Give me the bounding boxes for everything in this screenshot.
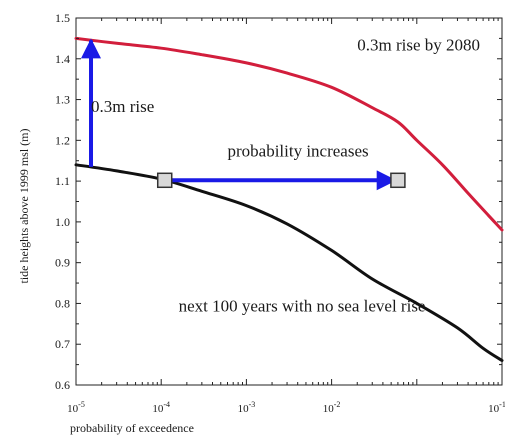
x-axis-ticks: 10-5 10-4 10-3 10-2 10-1	[67, 18, 505, 415]
y-axis-ticks: 0.6 0.7 0.8 0.9 1.0 1.1 1.2 1.3 1.4 1.5	[55, 11, 502, 392]
y-tick-label: 1.3	[55, 93, 70, 107]
markers	[156, 172, 406, 189]
square-marker-2	[390, 172, 406, 189]
square-marker-1	[156, 172, 173, 189]
x-tick-label: 10-3	[238, 400, 256, 415]
y-tick-label: 0.7	[55, 337, 70, 351]
x-tick-label: 10-4	[152, 400, 170, 415]
y-axis-label: tide heights above 1999 msl (m)	[17, 129, 31, 284]
y-tick-label: 1.0	[55, 215, 70, 229]
annotation-text-3: probability increases	[227, 142, 368, 161]
arrows	[81, 38, 397, 191]
y-tick-label: 1.1	[55, 174, 70, 188]
y-tick-label: 0.6	[55, 378, 70, 392]
y-tick-label: 0.8	[55, 296, 70, 310]
y-tick-label: 1.4	[55, 52, 70, 66]
annotation-text-2: 0.3m rise	[91, 97, 154, 116]
x-tick-label: 10-1	[488, 400, 505, 415]
y-tick-label: 0.9	[55, 256, 70, 270]
x-tick-label: 10-2	[323, 400, 341, 415]
series-line-1	[74, 36, 504, 232]
series-line-2	[74, 163, 504, 362]
annotations: 0.3m rise by 2080 0.3m rise probability in…	[91, 36, 480, 316]
annotation-text-4: next 100 years with no sea level rise	[179, 297, 426, 316]
y-tick-label: 1.5	[55, 11, 70, 25]
x-axis-label: probability of exceedence	[70, 421, 194, 435]
y-tick-label: 1.2	[55, 133, 70, 147]
annotation-text-1: 0.3m rise by 2080	[357, 36, 480, 55]
x-tick-label: 10-5	[67, 400, 85, 415]
